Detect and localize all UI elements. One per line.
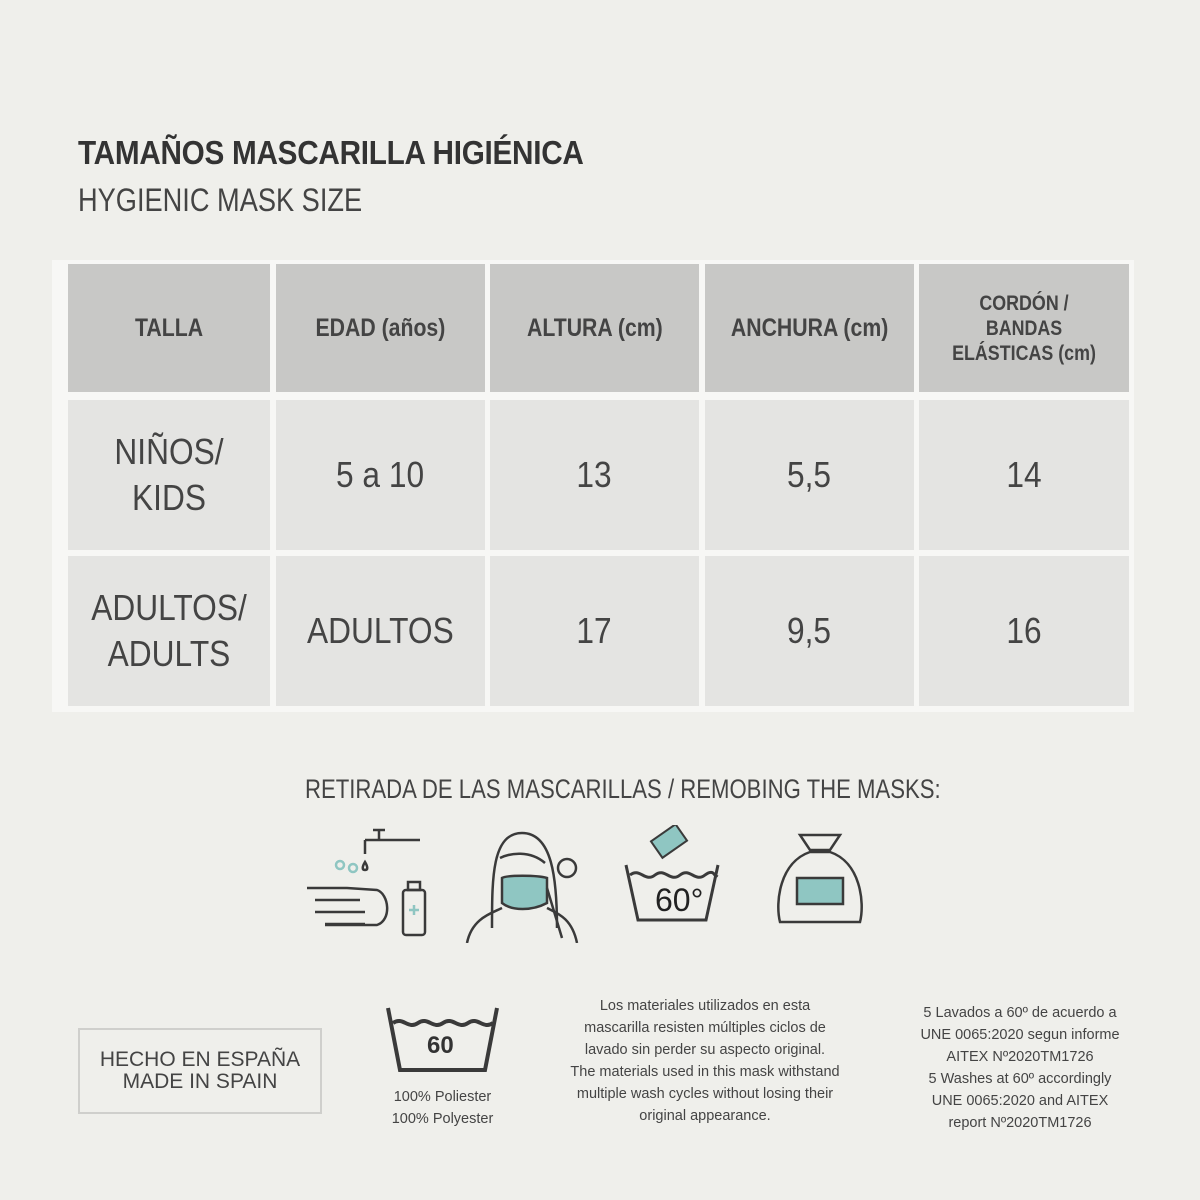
text-line: mascarilla resisten múltiples ciclos de xyxy=(584,1020,826,1036)
composition-en: 100% Polyester xyxy=(391,1111,494,1127)
page-subtitle: HYGIENIC MASK SIZE xyxy=(78,182,363,218)
svg-text:60°: 60° xyxy=(655,882,703,918)
table-cell: ADULTOS/ ADULTS xyxy=(68,556,270,706)
sealed-bag-icon xyxy=(777,833,863,924)
table-cell: 14 xyxy=(919,400,1129,550)
removal-heading: RETIRADA DE LAS MASCARILLAS / REMOBING T… xyxy=(305,774,941,804)
composition: 100% Poliester 100% Polyester xyxy=(370,1086,515,1130)
table-cell: NIÑOS/ KIDS xyxy=(68,400,270,550)
table-cell: 17 xyxy=(490,556,699,706)
table-cell: 13 xyxy=(490,400,699,550)
made-in-en: MADE IN SPAIN xyxy=(122,1070,278,1093)
table-cell: 9,5 xyxy=(705,556,914,706)
table-cell: 5 a 10 xyxy=(276,400,485,550)
page-title: TAMAÑOS MASCARILLA HIGIÉNICA xyxy=(78,134,584,171)
size-table: TALLA EDAD (años) ALTURA (cm) ANCHURA (c… xyxy=(52,260,1134,712)
text-line: AITEX Nº2020TM1726 xyxy=(946,1049,1094,1065)
text-line: UNE 0065:2020 and AITEX xyxy=(931,1093,1109,1109)
made-in-es: HECHO EN ESPAÑA xyxy=(99,1048,301,1071)
table-cell: 5,5 xyxy=(705,400,914,550)
wash-60-degrees-icon: 60° xyxy=(624,825,720,922)
svg-text:60: 60 xyxy=(427,1032,454,1059)
materials-text: Los materiales utilizados en esta mascar… xyxy=(555,995,855,1127)
washes-text: 5 Lavados a 60º de acuerdo a UNE 0065:20… xyxy=(905,1002,1135,1134)
text-line: report Nº2020TM1726 xyxy=(948,1115,1092,1131)
text-line: The materials used in this mask withstan… xyxy=(570,1064,840,1080)
table-cell: 16 xyxy=(919,556,1129,706)
hand-washing-icon xyxy=(307,828,427,937)
header-talla: TALLA xyxy=(68,264,270,392)
header-cordon: CORDÓN / BANDAS ELÁSTICAS (cm) xyxy=(919,264,1129,392)
text-line: UNE 0065:2020 segun informe xyxy=(920,1027,1120,1043)
text-line: original appearance. xyxy=(639,1108,771,1124)
text-line: 5 Washes at 60º accordingly xyxy=(928,1071,1112,1087)
person-removing-mask-icon xyxy=(465,831,579,943)
header-altura: ALTURA (cm) xyxy=(490,264,699,392)
wash-60-symbol-icon: 60 xyxy=(386,1007,499,1072)
text-line: lavado sin perder su aspecto original. xyxy=(584,1042,826,1058)
table-cell: ADULTOS xyxy=(276,556,485,706)
text-line: multiple wash cycles without losing thei… xyxy=(576,1086,834,1102)
made-in-spain-label: HECHO EN ESPAÑA MADE IN SPAIN xyxy=(78,1028,322,1114)
header-anchura: ANCHURA (cm) xyxy=(705,264,914,392)
header-edad: EDAD (años) xyxy=(276,264,485,392)
composition-es: 100% Poliester xyxy=(393,1089,492,1105)
text-line: 5 Lavados a 60º de acuerdo a xyxy=(923,1005,1117,1021)
text-line: Los materiales utilizados en esta xyxy=(599,998,811,1014)
